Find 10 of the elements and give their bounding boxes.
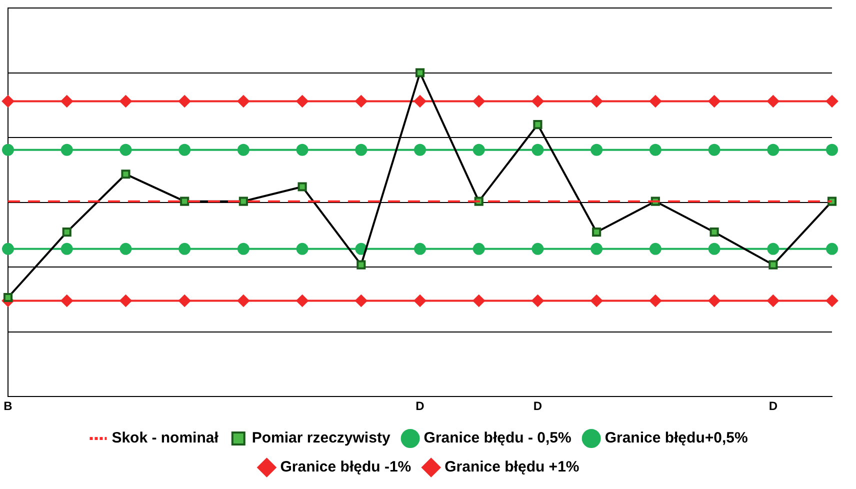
x-tick-label: D xyxy=(416,399,425,414)
legend-label: Skok - nominał xyxy=(112,430,220,447)
legend-label: Granice błędu -1% xyxy=(280,458,412,476)
x-tick-label: D xyxy=(533,399,542,414)
legend-label: Granice błędu - 0,5% xyxy=(424,430,572,447)
legend-label: Pomiar rzeczywisty xyxy=(252,430,391,447)
legend-label: Granice błędu +1% xyxy=(444,458,580,476)
x-tick-label: B xyxy=(4,399,13,414)
x-tick-label: D xyxy=(768,399,778,414)
legend-label: Granice błędu+0,5% xyxy=(604,430,748,447)
